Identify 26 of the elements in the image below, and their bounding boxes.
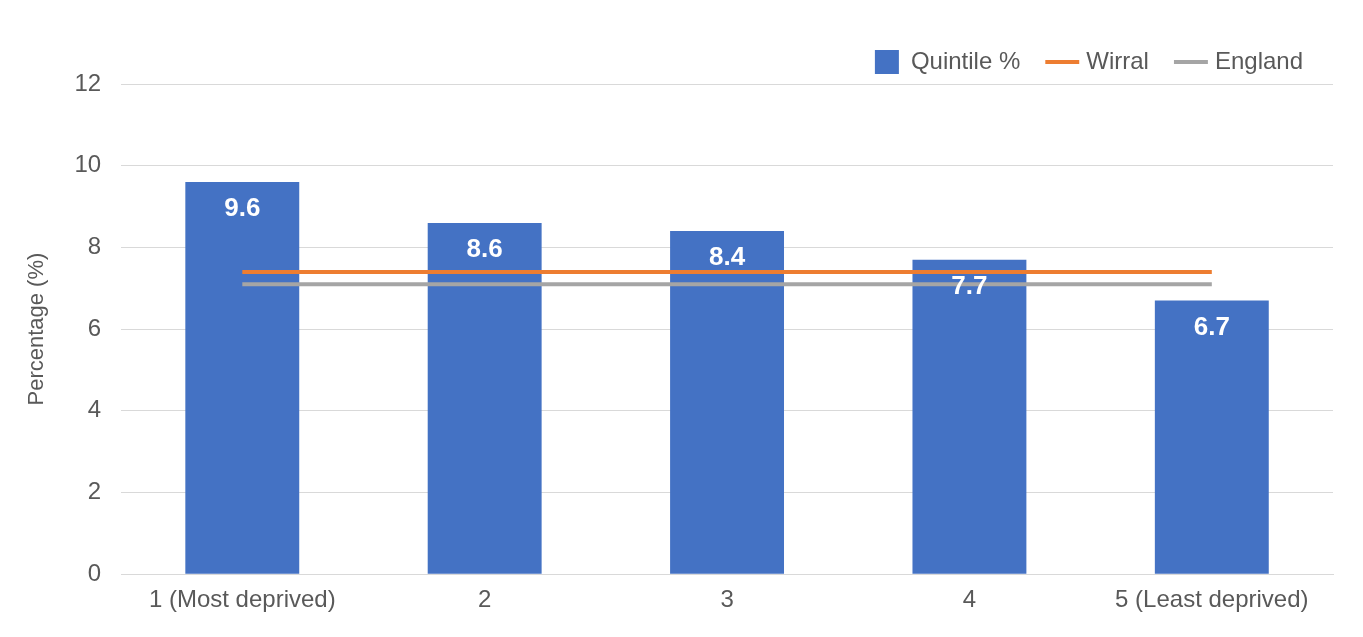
legend-label: England xyxy=(1214,46,1303,74)
y-tick-label: 6 xyxy=(87,313,102,341)
y-tick-label: 8 xyxy=(87,232,102,260)
data-label: 6.7 xyxy=(1193,310,1230,341)
legend-label: Wirral xyxy=(1086,46,1149,74)
legend-label: Quintile % xyxy=(910,46,1021,74)
data-label: 8.4 xyxy=(708,241,746,272)
y-tick-label: 0 xyxy=(87,558,102,586)
y-axis-title: Percentage (%) xyxy=(23,252,49,406)
x-tick-label: 5 (Least deprived) xyxy=(1115,585,1309,613)
bar xyxy=(427,222,542,574)
x-tick-label: 1 (Most deprived) xyxy=(148,585,336,613)
y-tick-label: 2 xyxy=(87,477,102,505)
y-tick-label: 4 xyxy=(87,395,102,423)
data-label: 9.6 xyxy=(224,192,261,223)
bar xyxy=(670,231,785,574)
data-label: 7.7 xyxy=(951,269,988,300)
y-tick-label: 10 xyxy=(74,150,102,178)
x-tick-label: 4 xyxy=(962,585,977,613)
bar xyxy=(185,182,300,574)
x-tick-label: 3 xyxy=(720,585,734,613)
x-tick-label: 2 xyxy=(477,585,492,613)
bar xyxy=(912,259,1027,574)
data-label: 8.6 xyxy=(466,233,503,264)
y-tick-label: 12 xyxy=(74,68,102,96)
bar xyxy=(1154,300,1269,574)
